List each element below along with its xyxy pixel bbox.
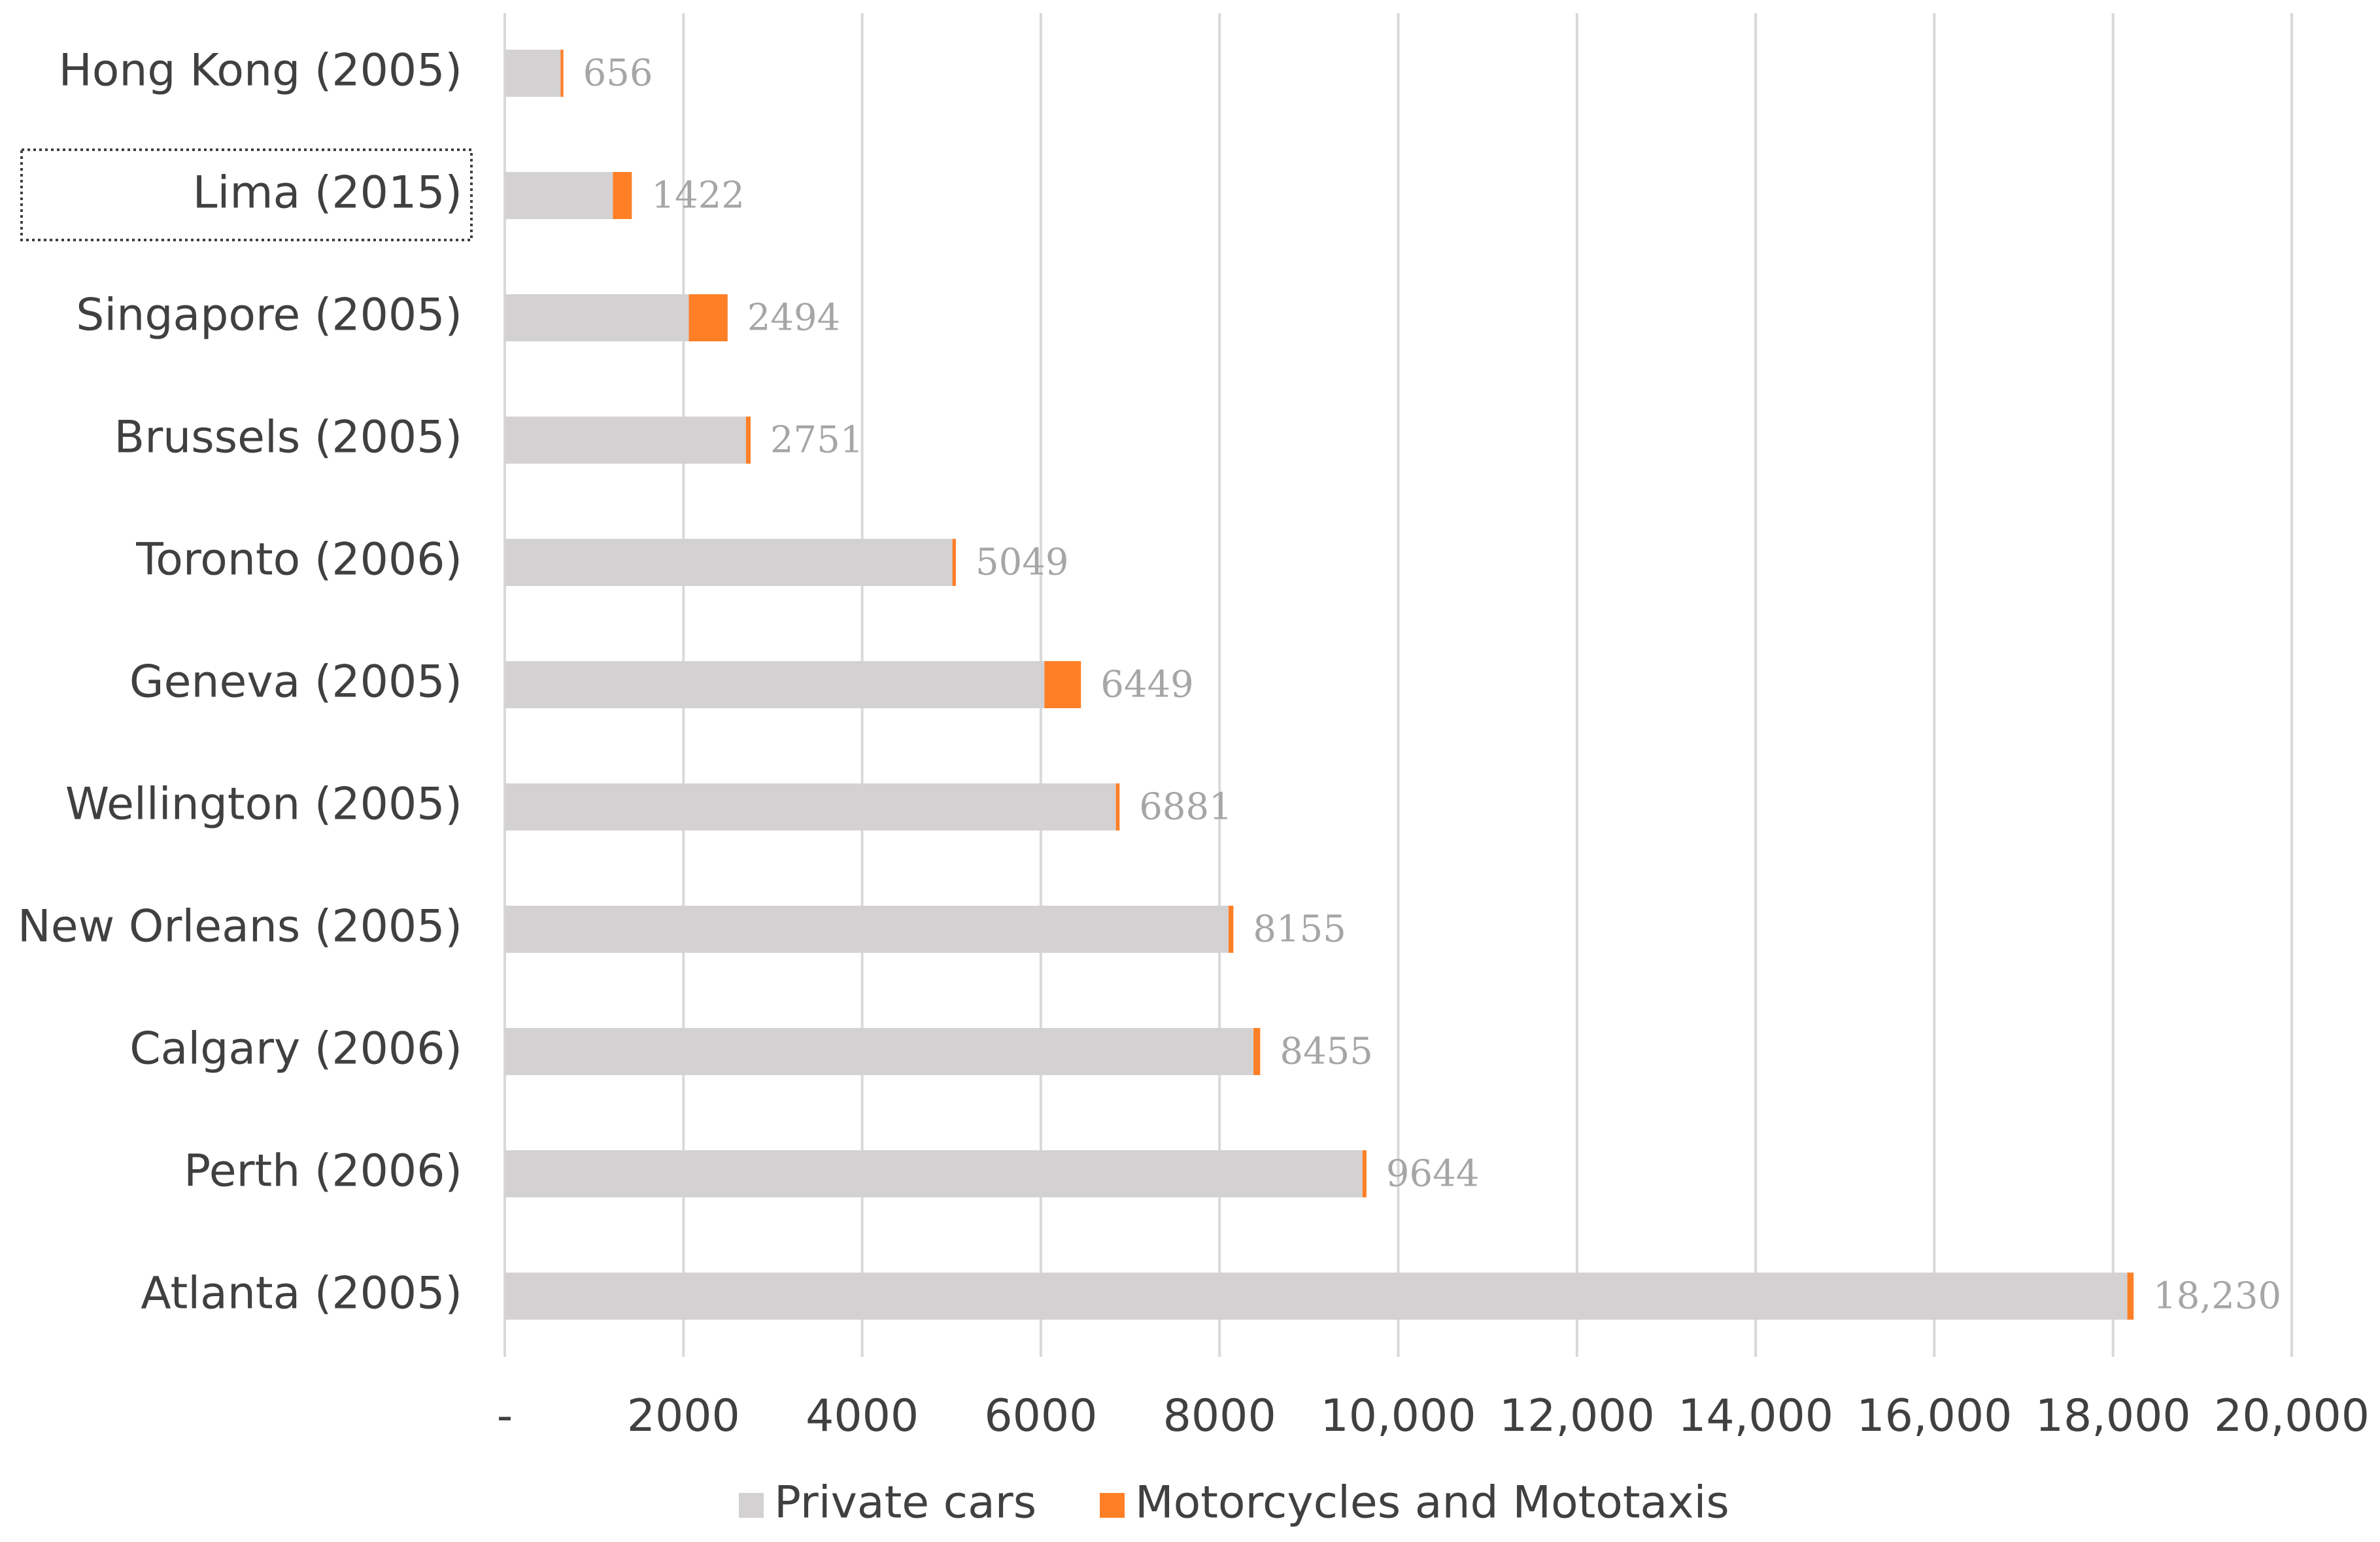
- x-tick-label-4: 8000: [1163, 1390, 1276, 1442]
- x-tick-label-3: 6000: [984, 1390, 1097, 1442]
- data-label-9: 9644: [1386, 1153, 1480, 1195]
- category-label-2: Singapore (2005): [76, 290, 462, 341]
- data-label-1: 1422: [651, 175, 745, 217]
- x-tick-label-10: 20,000: [2214, 1390, 2370, 1442]
- data-label-6: 6881: [1139, 786, 1232, 829]
- data-label-7: 8155: [1253, 908, 1346, 951]
- bars: [505, 50, 2134, 1320]
- x-axis-tick-labels: - 2000 4000 6000 8000 10,000 12,000 14,000 16,00…: [497, 1390, 2370, 1442]
- x-tick-label-7: 14,000: [1678, 1390, 1833, 1442]
- selected-label-box[interactable]: [20, 148, 473, 241]
- category-label-10: Atlanta (2005): [141, 1268, 462, 1320]
- category-label-6: Wellington (2005): [65, 779, 462, 831]
- bar-private-cars-10: [505, 1273, 2128, 1320]
- gridlines: [503, 13, 2293, 1357]
- legend-swatch: [739, 1493, 764, 1518]
- bar-private-cars-6: [505, 783, 1116, 831]
- legend-item-private-cars[interactable]: Private cars: [739, 1477, 1036, 1529]
- x-tick-label-1: 2000: [627, 1390, 740, 1442]
- legend: Private cars Motorcycles and Mototaxis: [739, 1477, 1729, 1529]
- category-label-4: Toronto (2006): [135, 534, 462, 586]
- data-label-3: 2751: [770, 419, 864, 462]
- bar-motorcycles-10: [2127, 1273, 2134, 1320]
- bar-private-cars-9: [505, 1150, 1363, 1197]
- bar-motorcycles-6: [1115, 783, 1120, 831]
- legend-label: Private cars: [774, 1477, 1036, 1529]
- bar-motorcycles-9: [1362, 1150, 1367, 1197]
- data-label-2: 2494: [747, 297, 841, 339]
- bar-private-cars-5: [505, 661, 1045, 708]
- bar-motorcycles-8: [1253, 1028, 1261, 1075]
- bar-private-cars-3: [505, 417, 746, 464]
- x-tick-label-0: -: [497, 1390, 513, 1442]
- bar-private-cars-0: [505, 50, 561, 97]
- data-label-10: 18,230: [2153, 1275, 2281, 1318]
- category-label-7: New Orleans (2005): [18, 901, 462, 953]
- bar-motorcycles-0: [560, 50, 564, 97]
- category-labels: Hong Kong (2005) Lima (2015) Singapore (20…: [18, 45, 473, 1320]
- bar-private-cars-4: [505, 539, 953, 586]
- x-tick-label-9: 18,000: [2035, 1390, 2191, 1442]
- x-tick-label-5: 10,000: [1321, 1390, 1476, 1442]
- category-label-5: Geneva (2005): [129, 657, 462, 708]
- bar-private-cars-2: [505, 294, 689, 341]
- bar-motorcycles-4: [952, 539, 956, 586]
- data-labels: 656 1422 2494 2751 5049 6449 6881 8155 8455 9644 1…: [583, 52, 2281, 1318]
- data-label-5: 6449: [1100, 664, 1194, 706]
- category-label-9: Perth (2006): [184, 1146, 462, 1197]
- bar-motorcycles-5: [1044, 661, 1081, 708]
- bar-motorcycles-2: [688, 294, 728, 341]
- category-label-8: Calgary (2006): [129, 1023, 462, 1075]
- data-label-4: 5049: [976, 541, 1069, 584]
- legend-swatch: [1100, 1493, 1125, 1518]
- x-tick-label-8: 16,000: [1856, 1390, 2012, 1442]
- category-label-3: Brussels (2005): [114, 412, 462, 464]
- data-label-8: 8455: [1280, 1031, 1373, 1073]
- bar-motorcycles-7: [1228, 906, 1234, 953]
- x-tick-label-2: 4000: [806, 1390, 919, 1442]
- x-tick-label-6: 12,000: [1499, 1390, 1655, 1442]
- data-label-0: 656: [583, 52, 653, 95]
- category-label-1: Lima (2015): [193, 167, 462, 219]
- legend-item-motorcycles[interactable]: Motorcycles and Mototaxis: [1100, 1477, 1729, 1529]
- bar-private-cars-1: [505, 172, 613, 219]
- bar-motorcycles-3: [745, 417, 751, 464]
- category-label-0: Hong Kong (2005): [59, 45, 462, 97]
- bar-motorcycles-1: [613, 172, 632, 219]
- bar-private-cars-8: [505, 1028, 1254, 1075]
- bar-private-cars-7: [505, 906, 1229, 953]
- legend-label: Motorcycles and Mototaxis: [1135, 1477, 1729, 1529]
